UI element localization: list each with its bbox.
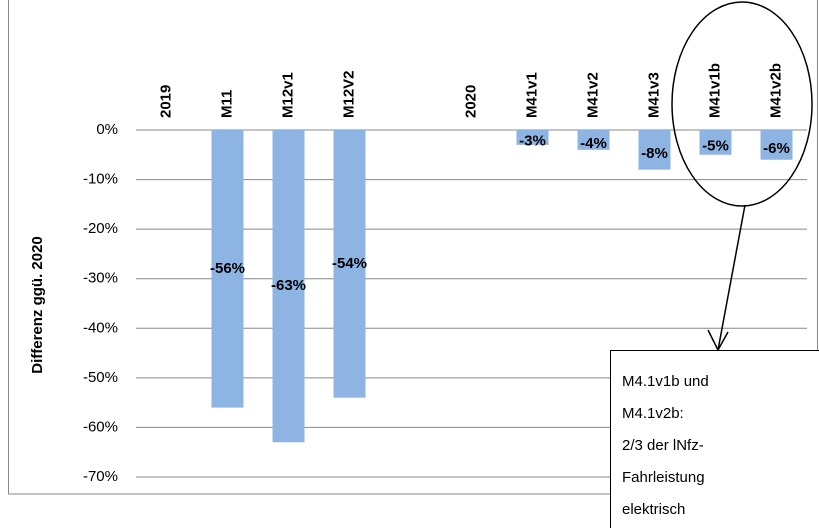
data-label: -6% (763, 140, 790, 157)
x-tick-label: M12V2 (340, 70, 357, 118)
annotation-line: M4.1v2b: (622, 405, 684, 422)
annotation-line: M4.1v1b und (622, 373, 709, 390)
annotation-line: elektrisch (622, 501, 685, 518)
x-tick-label: M41v2 (584, 72, 601, 118)
data-label: -4% (580, 135, 607, 152)
x-tick-label: M41v1b (706, 63, 723, 118)
x-tick-label: M41v1 (523, 72, 540, 118)
y-tick-label: -40% (83, 319, 118, 336)
bar (333, 130, 366, 398)
x-tick-label: 2019 (157, 85, 174, 118)
x-tick-label: 2020 (462, 85, 479, 118)
highlight-ellipse (671, 1, 813, 207)
y-tick-label: -10% (83, 171, 118, 188)
y-tick-label: -50% (83, 369, 118, 386)
data-label: -8% (641, 145, 668, 162)
data-label: -54% (332, 255, 367, 272)
bar (699, 130, 732, 155)
bar (577, 130, 610, 150)
y-tick-label: -30% (83, 270, 118, 287)
annotation-line: 2/3 der lNfz- (622, 437, 704, 454)
x-tick-label: M41v2b (767, 63, 784, 118)
data-label: -63% (271, 277, 306, 294)
x-tick-label: M41v3 (645, 72, 662, 118)
y-tick-label: -70% (83, 468, 118, 485)
x-tick-label: M11 (218, 90, 235, 118)
bar (211, 130, 244, 408)
data-label: -56% (210, 260, 245, 277)
arrow-line (717, 204, 746, 351)
bar (272, 130, 305, 443)
bar (516, 130, 549, 145)
callout-box (610, 350, 819, 528)
x-tick-label: M12v1 (279, 72, 296, 118)
annotation-line: Fahrleistung (622, 469, 705, 486)
data-label: -5% (702, 137, 729, 154)
bar (638, 130, 671, 170)
y-tick-label: 0% (96, 121, 118, 138)
y-tick-label: -60% (83, 418, 118, 435)
chart-border (8, 0, 818, 495)
y-tick-label: -20% (83, 220, 118, 237)
y-axis-label: Differenz ggü. 2020 (29, 236, 46, 374)
data-label: -3% (519, 132, 546, 149)
bar (760, 130, 793, 160)
